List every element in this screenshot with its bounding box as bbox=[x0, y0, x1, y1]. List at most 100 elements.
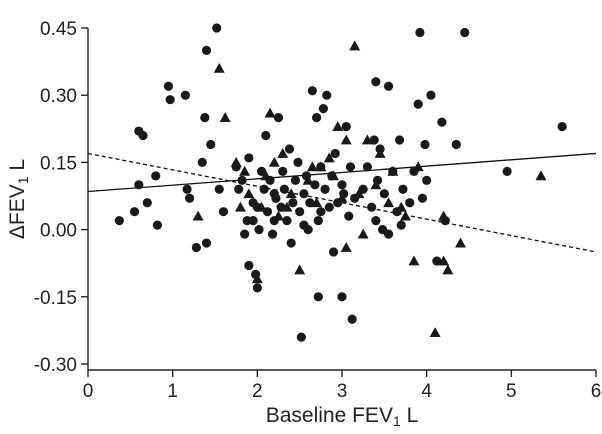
triangle-point bbox=[400, 210, 411, 221]
circle-point bbox=[320, 184, 330, 194]
circle-point bbox=[240, 229, 250, 239]
circle-point bbox=[256, 166, 267, 176]
circle-point bbox=[296, 332, 306, 342]
triangle-point bbox=[239, 165, 251, 176]
circle-point bbox=[305, 198, 315, 208]
circle-point bbox=[322, 90, 332, 100]
circle-point bbox=[371, 216, 381, 226]
circle-point bbox=[557, 121, 567, 132]
circle-point bbox=[369, 135, 379, 145]
x-tick-label: 6 bbox=[591, 381, 602, 402]
triangle-point bbox=[256, 201, 268, 212]
circle-point bbox=[313, 292, 323, 302]
triangle-point bbox=[438, 210, 450, 221]
circle-point bbox=[201, 45, 212, 56]
circle-point bbox=[328, 247, 339, 257]
circle-point bbox=[248, 216, 258, 226]
circle-point bbox=[282, 216, 292, 226]
circle-point bbox=[134, 180, 144, 190]
triangle-point bbox=[260, 170, 272, 181]
circle-point bbox=[182, 184, 192, 194]
triangle-point bbox=[234, 201, 246, 212]
triangle-point bbox=[302, 174, 314, 185]
triangle-point bbox=[370, 179, 382, 190]
solid-regression-line bbox=[87, 152, 597, 193]
circle-point bbox=[152, 220, 163, 230]
x-tick-label: 5 bbox=[506, 381, 517, 402]
circle-point bbox=[405, 198, 415, 208]
circle-point bbox=[201, 238, 212, 248]
circle-point bbox=[307, 86, 317, 96]
circle-point bbox=[358, 184, 368, 194]
y-tick-label: 0.45 bbox=[40, 19, 77, 40]
circle-point bbox=[413, 99, 423, 109]
circle-point bbox=[437, 117, 447, 127]
triangle-point bbox=[442, 264, 454, 275]
circle-point bbox=[244, 153, 254, 163]
circle-point bbox=[362, 162, 372, 172]
triangle-point bbox=[349, 40, 361, 51]
triangle-point bbox=[438, 255, 450, 266]
triangle-point bbox=[395, 201, 407, 212]
circle-point bbox=[212, 23, 222, 33]
circle-point bbox=[185, 193, 195, 203]
triangle-point bbox=[273, 210, 284, 221]
circle-point bbox=[299, 220, 309, 230]
circle-point bbox=[396, 220, 406, 230]
triangle-point bbox=[412, 161, 424, 172]
circle-point bbox=[383, 81, 394, 91]
y-tick-label: 0.15 bbox=[40, 153, 77, 174]
triangle-point bbox=[429, 327, 441, 338]
triangle-point bbox=[306, 161, 318, 172]
triangle-point bbox=[332, 121, 344, 131]
triangle-point bbox=[455, 237, 467, 248]
circle-point bbox=[337, 292, 347, 302]
circle-point bbox=[341, 121, 351, 132]
circle-point bbox=[269, 189, 279, 199]
circle-point bbox=[191, 242, 201, 253]
triangle-point bbox=[281, 201, 293, 212]
triangle-point bbox=[383, 197, 395, 208]
y-tick-label: 0.30 bbox=[40, 86, 77, 107]
triangle-point bbox=[213, 62, 225, 73]
x-tick-label: 4 bbox=[421, 381, 432, 402]
circle-point bbox=[398, 184, 408, 194]
triangle-point bbox=[277, 147, 289, 158]
triangle-point bbox=[535, 170, 547, 181]
x-tick-label: 2 bbox=[252, 381, 263, 402]
triangle-point bbox=[219, 112, 231, 122]
circle-point bbox=[214, 184, 224, 194]
triangle-point bbox=[268, 156, 280, 167]
triangle-point bbox=[264, 107, 276, 118]
circle-point bbox=[337, 180, 347, 190]
y-ticks: -0.30 -0.15 0.00 0.15 0.30 0.45 bbox=[34, 19, 88, 376]
circle-point bbox=[163, 81, 174, 91]
y-axis-title: ΔFEV1 L bbox=[6, 159, 31, 239]
circle-point bbox=[345, 162, 356, 172]
circle-point bbox=[379, 189, 389, 199]
circle-point bbox=[142, 198, 152, 208]
triangle-point bbox=[294, 264, 306, 275]
circle-point bbox=[451, 139, 461, 150]
circle-point bbox=[394, 135, 405, 145]
circle-point bbox=[267, 229, 278, 239]
circle-point bbox=[180, 90, 190, 100]
circle-point bbox=[252, 283, 262, 293]
circle-point bbox=[129, 207, 140, 217]
circle-point bbox=[417, 193, 428, 203]
circle-point bbox=[502, 166, 512, 176]
circle-point bbox=[165, 95, 175, 105]
circle-point bbox=[432, 256, 442, 266]
circle-point bbox=[312, 113, 322, 123]
triangle-point bbox=[408, 255, 420, 266]
triangle-point bbox=[285, 188, 297, 199]
circle-point bbox=[426, 90, 436, 100]
y-tick-label: -0.30 bbox=[34, 355, 77, 376]
circle-point bbox=[284, 144, 295, 154]
triangle-point bbox=[315, 161, 327, 172]
triangle-point bbox=[374, 147, 386, 158]
circle-point bbox=[261, 130, 271, 141]
triangle-point bbox=[387, 165, 399, 176]
circle-point bbox=[138, 130, 148, 141]
